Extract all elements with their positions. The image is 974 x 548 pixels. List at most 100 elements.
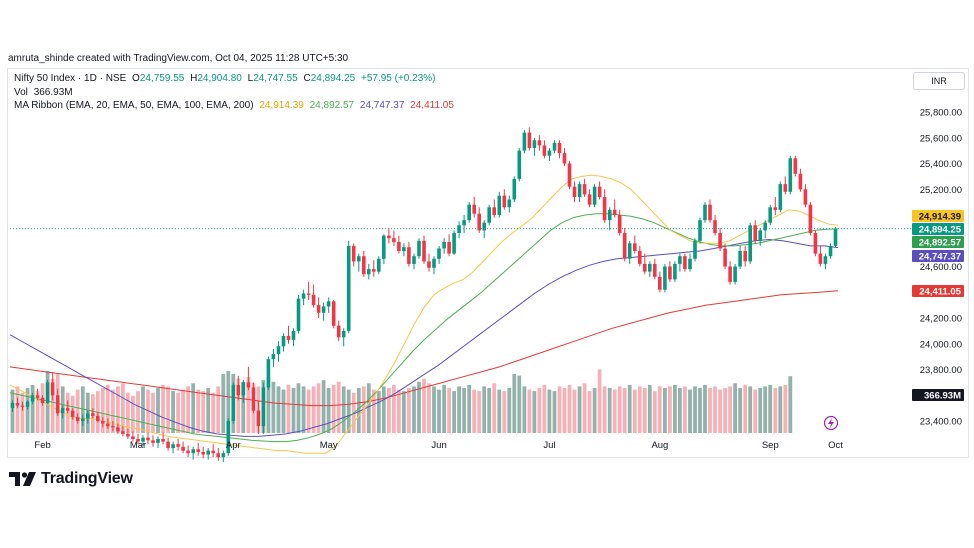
volume-bar: [688, 389, 692, 433]
x-tick-label: Aug: [651, 440, 668, 451]
volume-bar: [316, 383, 321, 433]
price-label-bg: [912, 250, 964, 262]
volume-bar: [683, 386, 687, 433]
candle-body: [668, 266, 672, 280]
ema200-line: [9, 290, 839, 407]
volume-bar: [512, 374, 517, 433]
candle-body: [236, 384, 241, 396]
ma-ribbon-label[interactable]: MA Ribbon (EMA, 20, EMA, 50, EMA, 100, E…: [14, 100, 254, 111]
candle-body: [156, 439, 160, 443]
volume-bar: [191, 383, 196, 433]
volume-bar: [241, 381, 246, 433]
volume-bar: [582, 383, 587, 433]
candle-body: [256, 410, 261, 427]
volume-bar: [221, 374, 226, 433]
price-label-bg: [912, 285, 964, 297]
candle-body: [577, 184, 582, 197]
candle-body: [417, 240, 421, 257]
candle-body: [116, 427, 120, 432]
volume-bar: [758, 388, 763, 433]
volume-bar: [181, 389, 185, 433]
volume-bar: [507, 388, 512, 433]
volume-bar: [412, 386, 416, 433]
candle-body: [40, 397, 45, 403]
volume-label[interactable]: Vol: [14, 87, 28, 98]
volume-bar: [246, 377, 251, 433]
candle-body: [206, 450, 210, 455]
volume-bar: [537, 388, 542, 433]
volume-bar: [371, 389, 376, 433]
close-label: C: [303, 73, 311, 84]
candle-body: [372, 269, 376, 272]
symbol-label[interactable]: Nifty 50 Index · 1D · NSE: [14, 73, 127, 84]
candle-body: [773, 207, 778, 210]
candle-body: [638, 251, 642, 264]
volume-bar: [487, 388, 492, 433]
candle-body: [226, 421, 231, 454]
candle-body: [748, 225, 752, 262]
candle-body: [547, 150, 552, 156]
candle-body: [316, 305, 321, 313]
volume-bar: [166, 386, 170, 433]
volume-bar: [141, 386, 145, 433]
price-label-bg: [912, 223, 964, 235]
candle-body: [412, 256, 416, 264]
volume-bar: [622, 388, 627, 433]
volume-bar: [80, 386, 85, 433]
candle-body: [131, 436, 135, 439]
volume-bar: [657, 386, 662, 433]
candle-body: [30, 395, 35, 402]
candle-body: [286, 336, 291, 340]
candle-body: [266, 359, 271, 388]
candle-body: [181, 446, 185, 451]
candle-body: [176, 444, 180, 447]
volume-bar: [472, 389, 477, 433]
chart-frame[interactable]: [7, 68, 969, 458]
tradingview-logo-text: TradingView: [41, 470, 133, 487]
y-tick-label: 24,000.00: [920, 339, 962, 350]
candle-body: [407, 247, 411, 264]
volume-bar: [376, 391, 381, 433]
candle-body: [472, 204, 476, 214]
candle-body: [392, 238, 396, 243]
volume-bar: [708, 388, 712, 433]
candle-body: [813, 233, 818, 254]
close-value: 24,894.25: [310, 73, 356, 84]
price-label: 366.93M: [924, 391, 961, 402]
candle-body: [75, 417, 80, 421]
candle-body: [326, 301, 331, 307]
candle-body: [607, 209, 612, 221]
volume-bar: [301, 386, 306, 433]
tradingview-logo: TradingView: [9, 470, 133, 488]
volume-bar: [442, 384, 446, 433]
volume-bar: [597, 369, 602, 433]
price-label: 24,411.05: [919, 287, 961, 298]
y-tick-label: 23,400.00: [920, 417, 962, 428]
candle-body: [517, 150, 522, 179]
x-tick-label: Jul: [543, 440, 555, 451]
volume-bar: [547, 389, 552, 433]
candle-body: [592, 186, 597, 205]
volume-bar: [467, 384, 472, 433]
volume-bar: [171, 391, 175, 433]
currency-button[interactable]: INR: [913, 72, 965, 90]
price-label: 24,914.39: [919, 212, 961, 223]
volume-bar: [542, 384, 547, 433]
candle-body: [146, 437, 150, 441]
candle-body: [537, 140, 542, 146]
volume-bar: [557, 386, 562, 433]
candle-body: [196, 449, 200, 452]
open-label: O: [132, 73, 140, 84]
volume-bar: [381, 386, 386, 433]
candle-body: [50, 382, 55, 396]
candle-body: [567, 163, 572, 187]
candle-body: [437, 248, 441, 259]
volume-bar: [296, 383, 301, 433]
chart-credit: amruta_shinde created with TradingView.c…: [8, 53, 349, 64]
candle-body: [457, 225, 461, 233]
y-tick-label: 24,600.00: [920, 262, 962, 273]
candle-body: [743, 251, 747, 262]
candle-body: [231, 384, 236, 421]
candle-body: [251, 387, 256, 411]
